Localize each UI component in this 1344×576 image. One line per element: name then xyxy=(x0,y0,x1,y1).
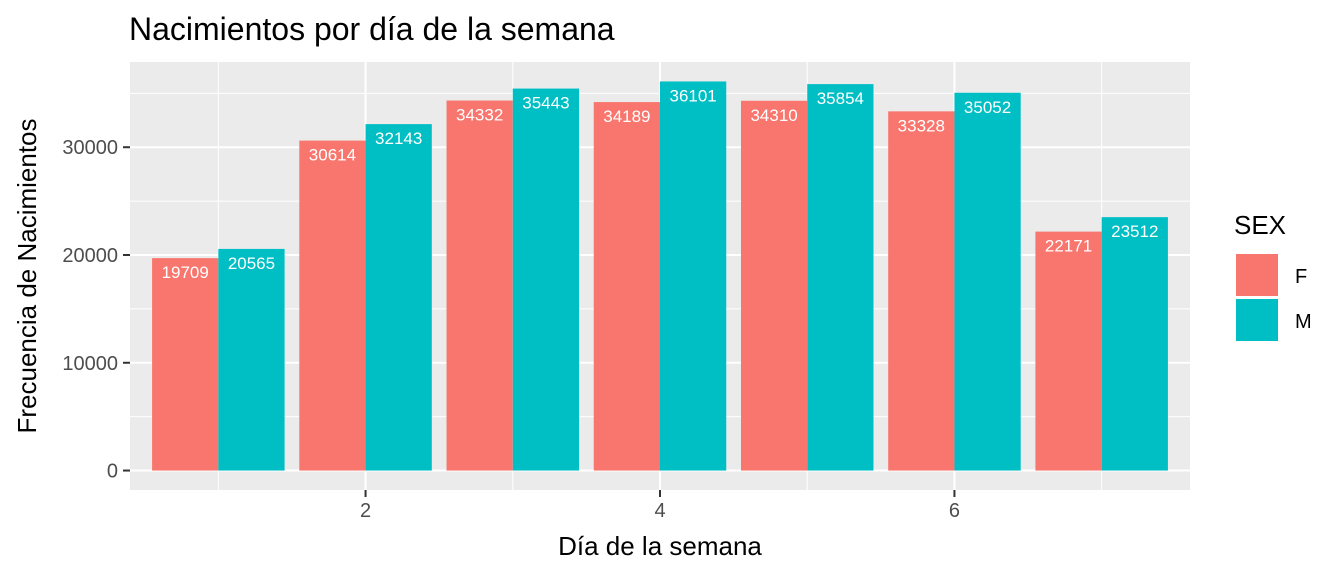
x-tick-label: 6 xyxy=(949,500,960,522)
bar-f-1 xyxy=(152,258,219,471)
bar-labels: 19709 30614 34332 34189 34310 33328 22171 20565… xyxy=(162,86,1159,282)
x-tick-label: 4 xyxy=(654,500,665,522)
legend-label-f: F xyxy=(1295,266,1307,288)
legend-key-m xyxy=(1236,299,1278,341)
bar-label-m-1: 20565 xyxy=(228,254,275,273)
bar-label-f-2: 30614 xyxy=(309,146,356,165)
bar-m-5 xyxy=(807,84,874,471)
bar-m-4 xyxy=(660,81,727,471)
y-tick-label: 30000 xyxy=(62,137,118,159)
bar-f-3 xyxy=(446,100,513,471)
bar-label-m-2: 32143 xyxy=(375,129,422,148)
bar-m-6 xyxy=(954,92,1021,471)
bar-label-f-6: 33328 xyxy=(898,116,945,135)
legend-label-m: M xyxy=(1295,311,1312,333)
bar-m-1 xyxy=(218,248,285,471)
bar-f-6 xyxy=(888,111,955,471)
x-axis-title: Día de la semana xyxy=(558,531,762,561)
bar-label-m-3: 35443 xyxy=(522,94,569,113)
bar-f-4 xyxy=(593,102,660,471)
bar-f-5 xyxy=(740,100,808,471)
bar-m-2 xyxy=(365,124,432,471)
y-tick-label: 0 xyxy=(107,461,118,483)
x-axis-ticks: 2 4 6 xyxy=(360,490,960,522)
y-axis-ticks: 0 10000 20000 30000 xyxy=(62,137,130,483)
legend-title: SEX xyxy=(1234,210,1286,240)
bar-f-7 xyxy=(1035,231,1102,471)
bar-f-2 xyxy=(299,140,366,471)
bar-label-f-5: 34310 xyxy=(750,106,797,125)
y-axis-title: Frecuencia de Nacimientos xyxy=(12,118,42,433)
y-tick-label: 20000 xyxy=(62,245,118,267)
bar-label-m-4: 36101 xyxy=(669,86,716,105)
y-tick-label: 10000 xyxy=(62,353,118,375)
bars xyxy=(152,81,1168,471)
bar-label-f-1: 19709 xyxy=(162,263,209,282)
bar-m-7 xyxy=(1101,217,1168,471)
chart-title: Nacimientos por día de la semana xyxy=(129,11,615,47)
bar-label-f-4: 34189 xyxy=(603,107,650,126)
bar-m-3 xyxy=(512,88,580,471)
x-tick-label: 2 xyxy=(360,500,371,522)
legend: SEX F M xyxy=(1234,210,1312,341)
legend-key-f xyxy=(1236,254,1278,296)
bar-label-f-3: 34332 xyxy=(456,106,503,125)
bar-label-m-6: 35052 xyxy=(964,98,1011,117)
bar-label-m-5: 35854 xyxy=(817,89,864,108)
bar-label-m-7: 23512 xyxy=(1111,222,1158,241)
bar-label-f-7: 22171 xyxy=(1045,237,1092,256)
